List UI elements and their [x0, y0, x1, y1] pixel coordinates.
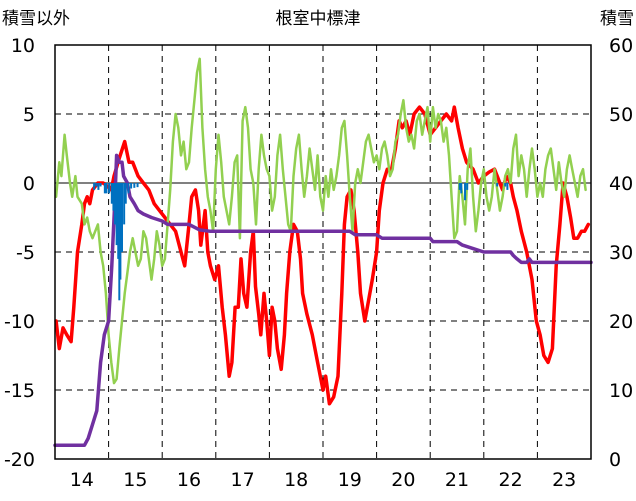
left-tick-label: -15: [4, 380, 35, 402]
bar: [118, 183, 121, 301]
x-tick-label: 21: [445, 469, 469, 491]
bar: [123, 183, 126, 225]
x-tick-label: 18: [284, 469, 308, 491]
right-tick-label: 50: [609, 104, 633, 126]
bar: [496, 183, 499, 187]
bar: [464, 183, 467, 201]
bar: [117, 183, 120, 259]
bar: [133, 183, 136, 188]
bar: [99, 183, 102, 187]
series-line-2: [53, 153, 593, 447]
bar: [93, 183, 96, 190]
bar: [112, 183, 115, 211]
chart-title: 根室中標津: [276, 9, 361, 29]
bar: [103, 183, 106, 194]
bar: [504, 183, 507, 187]
bar: [458, 183, 461, 190]
bar: [466, 183, 469, 190]
right-axis-title: 積雪: [600, 9, 634, 29]
bar: [119, 183, 122, 280]
x-tick-label: 16: [177, 469, 201, 491]
right-tick-label: 60: [609, 35, 633, 57]
left-axis-title: 積雪以外: [2, 9, 70, 29]
left-tick-label: -5: [16, 242, 35, 264]
right-tick-label: 20: [609, 311, 633, 333]
bar: [108, 183, 111, 194]
bar: [97, 183, 100, 190]
bar: [460, 183, 463, 194]
left-tick-label: -20: [4, 449, 35, 471]
bar: [130, 183, 133, 189]
right-tick-label: 0: [609, 449, 621, 471]
right-tick-label: 30: [609, 242, 633, 264]
bar: [110, 183, 113, 204]
bar: [95, 183, 98, 187]
x-tick-label: 14: [70, 469, 94, 491]
bar: [124, 183, 127, 204]
x-tick-label: 23: [552, 469, 576, 491]
x-tick-label: 15: [123, 469, 147, 491]
x-tick-label: 19: [338, 469, 362, 491]
series-line-1: [54, 57, 587, 385]
axes: [54, 44, 592, 460]
right-tick-label: 10: [609, 380, 633, 402]
bar: [115, 183, 118, 246]
bar: [136, 183, 139, 188]
x-tick-label: 17: [231, 469, 255, 491]
x-tick-label: 22: [499, 469, 523, 491]
bar: [506, 183, 509, 190]
left-tick-label: 10: [11, 35, 35, 57]
x-tick-label: 20: [391, 469, 415, 491]
bar: [127, 183, 130, 194]
bar: [121, 183, 123, 252]
right-tick-label: 40: [609, 173, 633, 195]
series-group: [53, 57, 593, 447]
plot-frame: [54, 44, 592, 460]
series-line-0: [54, 105, 591, 406]
bar: [114, 183, 117, 225]
bar: [105, 183, 108, 194]
left-tick-label: 0: [23, 173, 35, 195]
left-tick-label: 5: [23, 104, 35, 126]
left-tick-label: -10: [4, 311, 35, 333]
